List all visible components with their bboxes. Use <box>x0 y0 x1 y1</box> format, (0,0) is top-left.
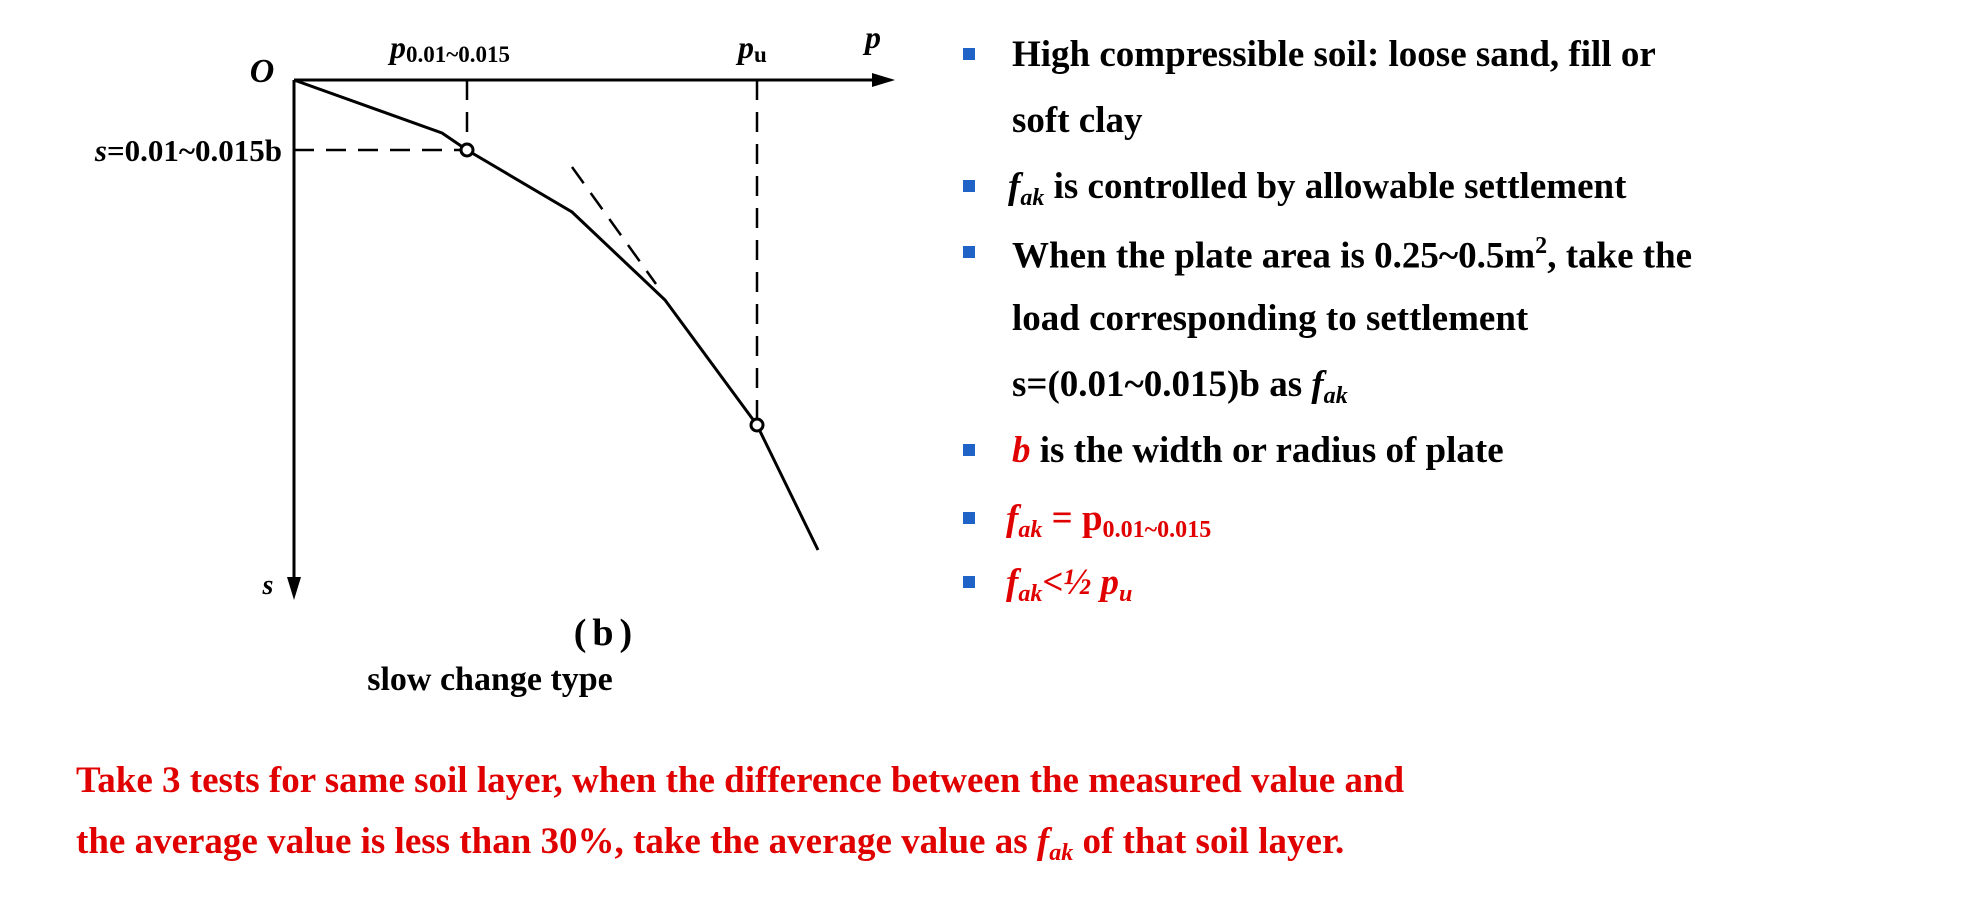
settlement-label: s=0.01~0.015b <box>94 133 282 168</box>
tangent-line <box>570 166 658 285</box>
text-part: u <box>1118 581 1133 608</box>
diagram: O p s p0.01~0.015 pu s=0.01~0.015b (b) s… <box>94 19 895 698</box>
bullet-text: b is the width or radius of plate <box>1012 432 1504 469</box>
text-part: p <box>1100 562 1119 603</box>
text-part: <½ <box>1042 562 1101 603</box>
note-text: the average value is less than 30%, take… <box>76 823 1344 865</box>
text-part: ak <box>1020 185 1045 212</box>
text-part: 2 <box>1535 233 1548 259</box>
label-part: =0.01~0.015b <box>107 133 282 168</box>
text-part: f <box>1006 562 1019 603</box>
text-part: ak <box>1323 383 1348 410</box>
label-part: s <box>94 133 107 168</box>
bullet-marker <box>963 512 975 524</box>
text-part: is the width or radius of plate <box>1030 430 1504 471</box>
axis-label: p <box>862 19 881 55</box>
text-part: the average value is less than 30%, take… <box>76 821 1037 862</box>
arrow <box>872 73 895 87</box>
text-part: f <box>1008 166 1021 207</box>
panel-label: (b) <box>574 612 638 654</box>
bullet-text: High compressible soil: loose sand, fill… <box>1012 34 1656 75</box>
point <box>749 417 765 433</box>
bullet-text: fak is controlled by allowable settlemen… <box>1008 168 1626 210</box>
pu-label: pu <box>735 29 767 67</box>
bullet-text: load corresponding to settlement <box>1012 298 1529 339</box>
bullet-marker <box>963 48 975 60</box>
text-part: is controlled by allowable settlement <box>1044 166 1627 207</box>
origin-label: O <box>250 53 275 90</box>
arrow <box>287 577 301 600</box>
label-part: p <box>387 29 406 65</box>
axis-label: s <box>262 570 274 601</box>
note-text: Take 3 tests for same soil layer, when t… <box>76 760 1405 801</box>
bullet-marker <box>963 180 975 192</box>
bullet-text: s=(0.01~0.015)b as fak <box>1012 366 1348 408</box>
label-part: u <box>754 42 767 67</box>
text-part: of that soil layer. <box>1073 821 1345 862</box>
bullet-marker <box>963 246 975 258</box>
label-part: p <box>735 29 754 65</box>
point <box>459 142 475 158</box>
bullet-marker <box>963 576 975 588</box>
p-small-label: p0.01~0.015 <box>387 29 510 67</box>
text-part: = p <box>1042 498 1103 539</box>
label-part: 0.01~0.015 <box>406 42 510 67</box>
caption: slow change type <box>367 661 613 698</box>
text-part: f <box>1006 498 1019 539</box>
text-part: f <box>1036 821 1050 862</box>
text-part: 0.01~0.015 <box>1102 517 1212 544</box>
bullet-text: fak = p0.01~0.015 <box>1006 500 1211 542</box>
text-part: , take the <box>1547 235 1693 277</box>
text-part: ak <box>1049 840 1074 867</box>
bullet-text: fak<½ pu <box>1006 564 1132 606</box>
text-part: ak <box>1018 581 1043 608</box>
bullet-text: soft clay <box>1012 100 1143 141</box>
text-part: f <box>1311 364 1324 405</box>
text-part: s=(0.01~0.015)b as <box>1012 364 1312 405</box>
text-part: b <box>1012 430 1031 471</box>
bullet-marker <box>963 444 975 456</box>
bullet-text: When the plate area is 0.25~0.5m2, take … <box>1012 234 1692 274</box>
text-part: When the plate area is 0.25~0.5m <box>1012 235 1536 277</box>
text-part: ak <box>1018 517 1043 544</box>
